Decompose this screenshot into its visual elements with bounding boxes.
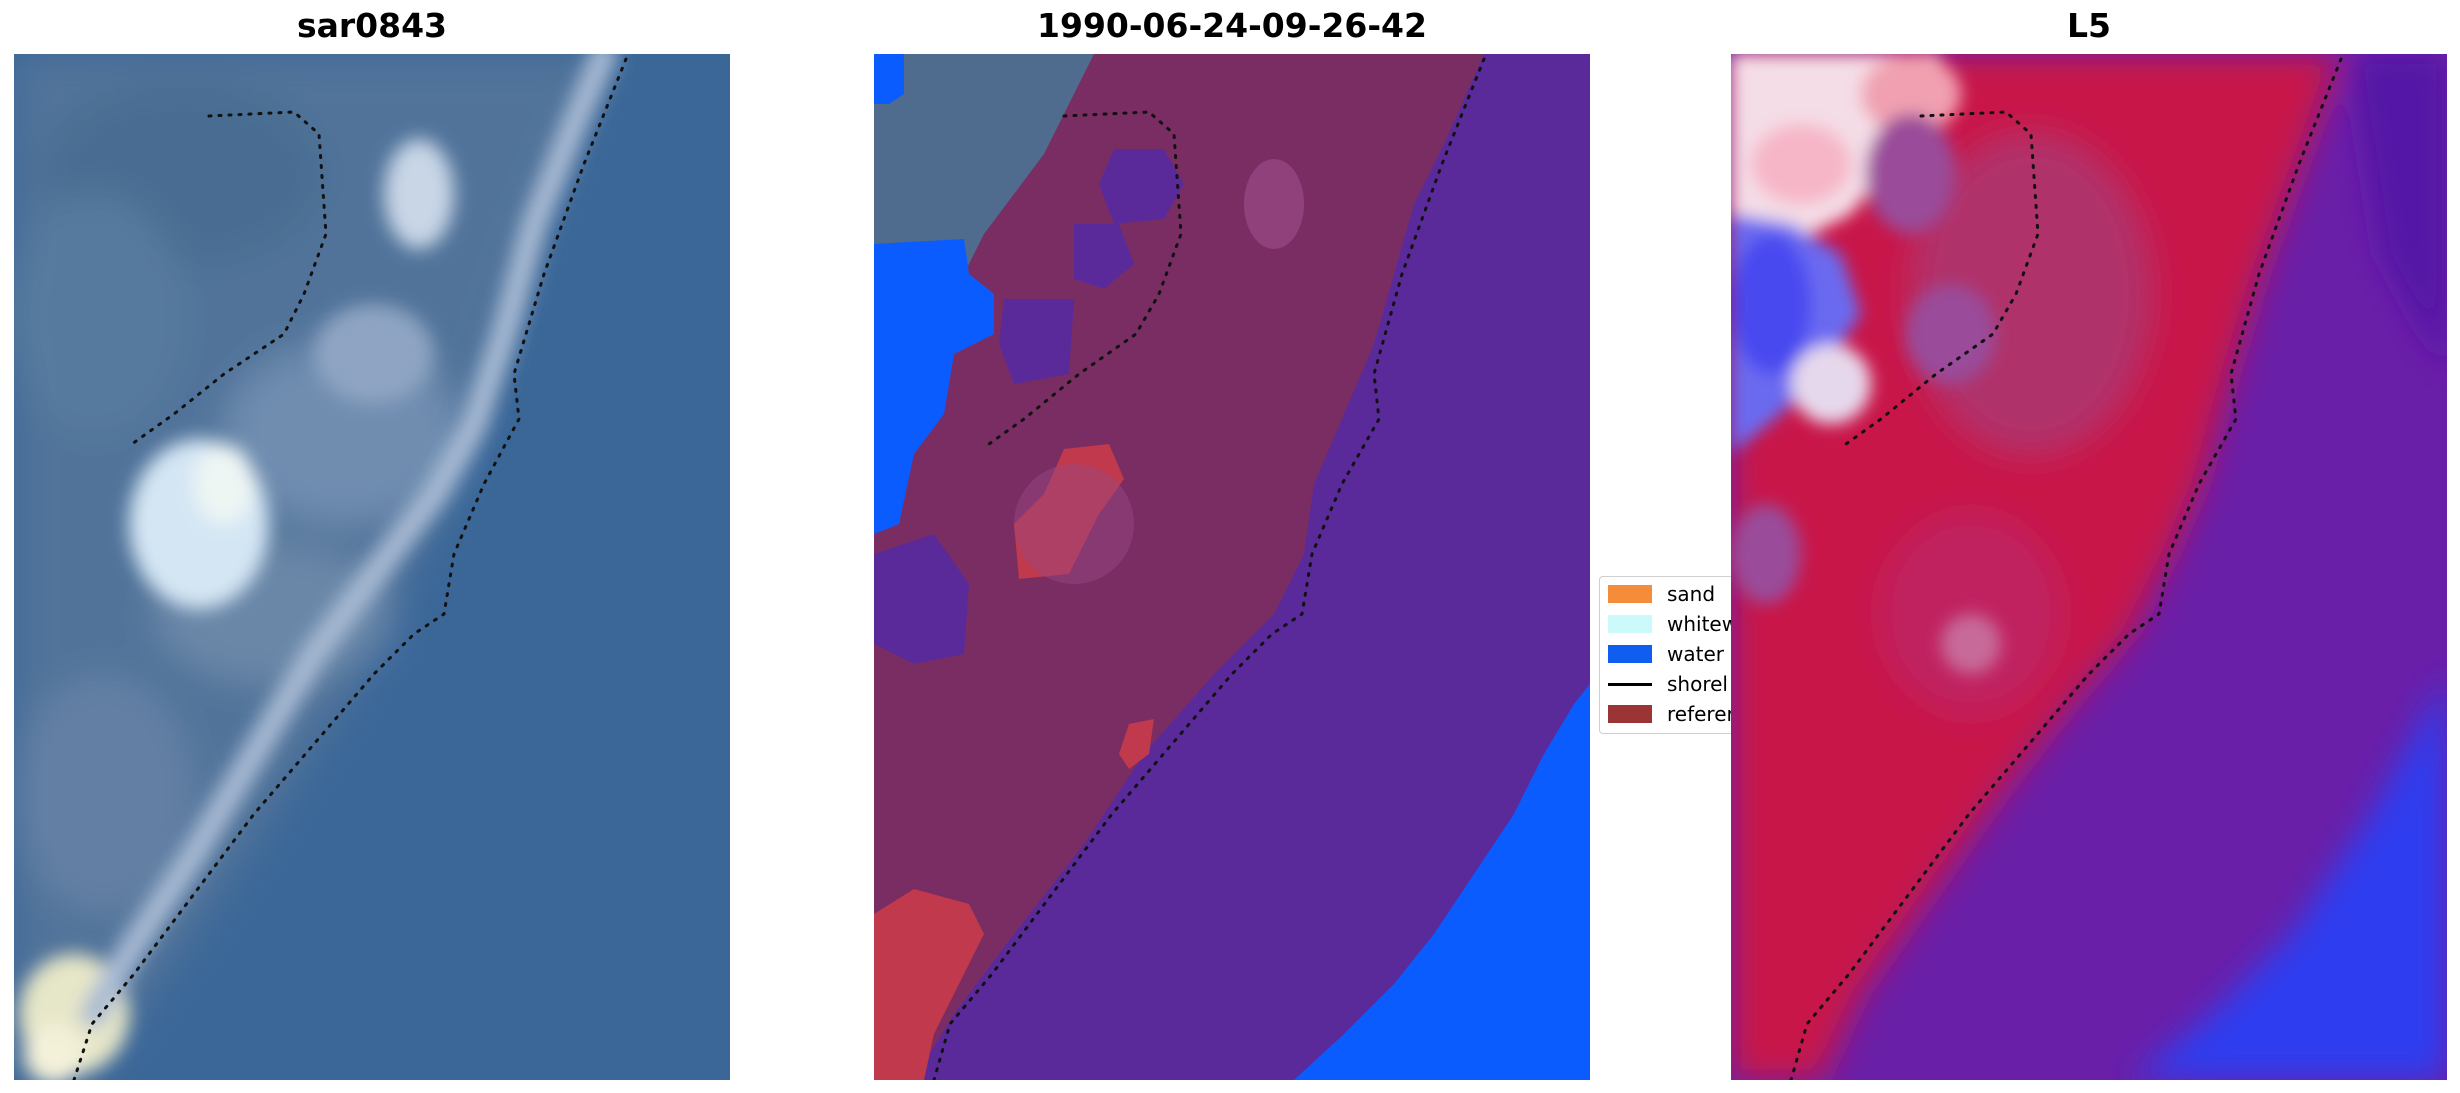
legend: sand whitew water shorel referer: [1599, 576, 1731, 734]
panel-title-rgb: sar0843: [296, 6, 448, 45]
classified-image: [874, 54, 1590, 1080]
panel-title-classified: 1990-06-24-09-26-42: [1037, 6, 1427, 45]
legend-item-water: water: [1608, 641, 1724, 667]
whitewater-swatch: [1608, 615, 1652, 633]
water-swatch: [1608, 645, 1652, 663]
shoreline-swatch: [1608, 682, 1652, 686]
rgb-image-panel: [14, 54, 730, 1080]
shoreline-dots-rgb: [72, 57, 628, 1080]
panel-title-index: L5: [2067, 6, 2111, 45]
rgb-image: [14, 54, 730, 1080]
legend-item-sand: sand: [1608, 581, 1715, 607]
shoreline-dots-index: [1789, 57, 2343, 1080]
shoreline-dots-classified: [932, 57, 1486, 1080]
classified-image-panel: [874, 54, 1590, 1080]
index-image-panel: [1731, 54, 2447, 1080]
legend-item-shoreline: shorel: [1608, 671, 1728, 697]
legend-item-reference: referer: [1608, 701, 1731, 727]
reference-swatch: [1608, 705, 1652, 723]
sand-swatch: [1608, 585, 1652, 603]
index-image: [1731, 54, 2447, 1080]
legend-item-whitewater: whitew: [1608, 611, 1731, 637]
